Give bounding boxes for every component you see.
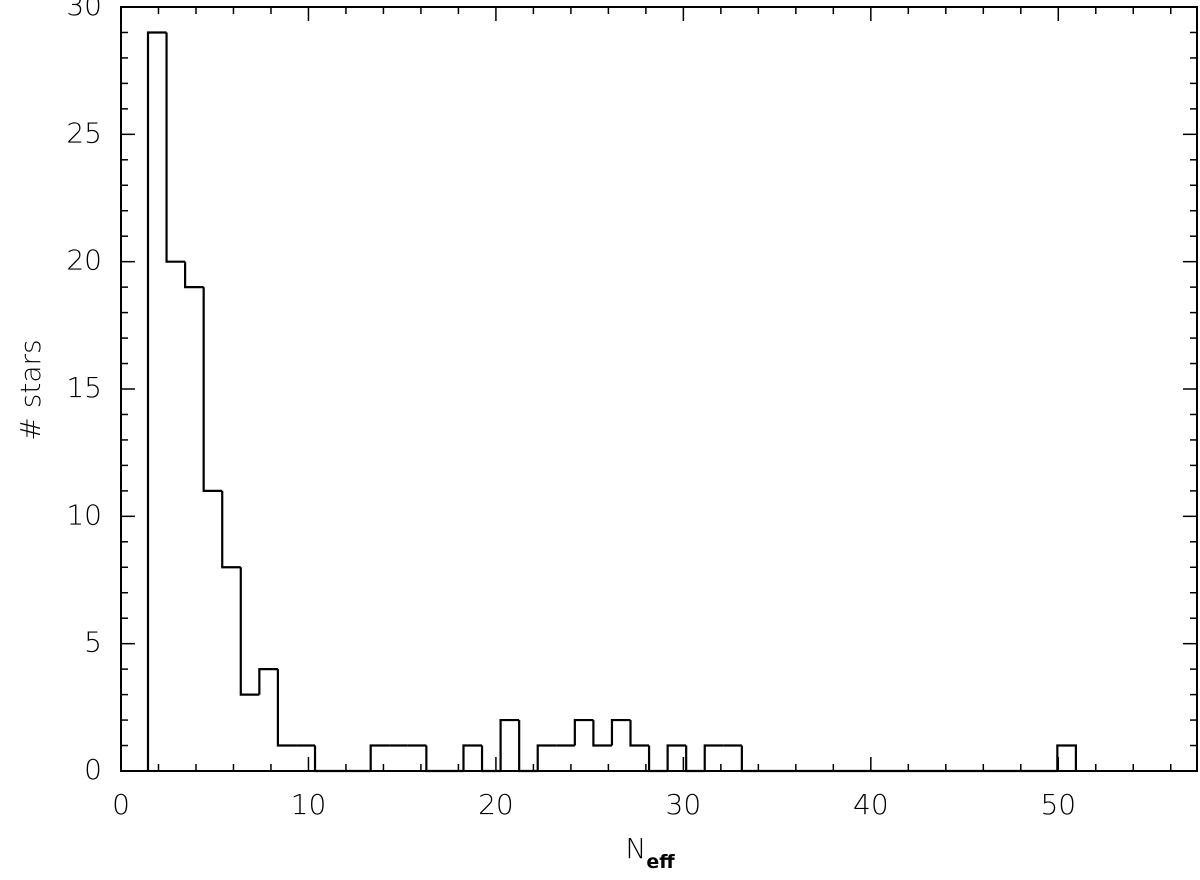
y-tick-label: 5 [84, 626, 102, 659]
histogram-bin [536, 744, 557, 771]
histogram-bin [462, 744, 483, 771]
histogram-bin [518, 720, 538, 773]
histogram-bin [221, 490, 241, 569]
histogram-bin [666, 744, 687, 771]
histogram-bin [703, 744, 724, 771]
y-tick-label: 30 [66, 0, 102, 22]
histogram-bin [573, 718, 594, 746]
y-tick-label: 20 [66, 244, 102, 277]
x-label-main: N [625, 832, 646, 865]
histogram-bin [276, 669, 297, 747]
plot-frame [120, 6, 1198, 772]
histogram-bin [685, 745, 705, 773]
y-axis-label: # stars [14, 339, 47, 440]
histogram-bin [425, 745, 445, 773]
histogram-bin [480, 745, 501, 773]
histogram-bin [165, 32, 186, 263]
histogram-bin [740, 745, 761, 773]
histogram-bin [239, 567, 260, 696]
histogram-bin [146, 31, 167, 771]
x-tick-label: 10 [291, 788, 327, 821]
x-tick-label: 40 [853, 788, 889, 821]
y-tick-label: 0 [84, 753, 102, 786]
histogram-bin [647, 745, 668, 773]
histogram-bin [184, 261, 204, 289]
histogram-bin [258, 668, 278, 695]
y-tick-label: 10 [66, 498, 102, 531]
x-tick-label: 20 [478, 788, 514, 821]
x-tick-label: 0 [112, 788, 130, 821]
x-tick-label: 50 [1040, 788, 1076, 821]
histogram-bin [1056, 744, 1077, 771]
histogram-bin [202, 287, 223, 492]
histogram-bin [610, 718, 631, 746]
histogram-bin [313, 745, 334, 773]
histogram-bin [499, 718, 520, 771]
x-axis-label: Neff [625, 832, 675, 873]
x-label-subscript: eff [646, 851, 675, 873]
histogram-bin [592, 720, 612, 747]
y-tick-label: 25 [66, 116, 102, 149]
histogram-bin [369, 744, 390, 771]
histogram-bin [629, 720, 650, 747]
x-tick-label: 30 [666, 788, 702, 821]
y-tick-label: 15 [66, 371, 102, 404]
